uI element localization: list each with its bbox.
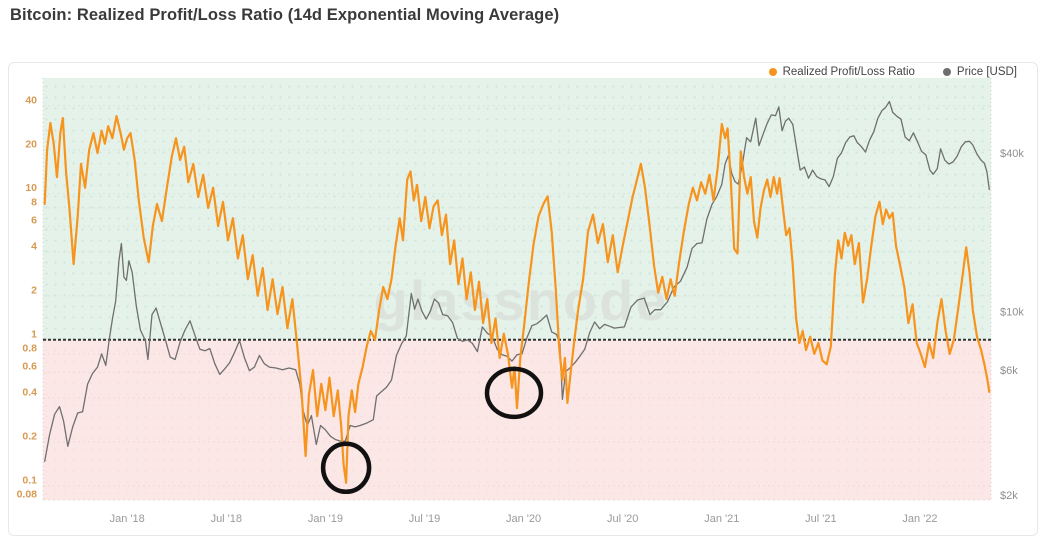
x-axis-tick-label: Jan '22 <box>902 513 937 525</box>
x-axis-tick-label: Jan '19 <box>308 513 343 525</box>
ratio-axis-tick-label: 2 <box>31 284 37 296</box>
ratio-axis-tick-label: 20 <box>25 138 37 150</box>
ratio-line <box>43 115 991 484</box>
x-axis-tick-label: Jul '20 <box>607 513 638 525</box>
ratio-axis-tick-label: 8 <box>31 196 37 208</box>
price-legend-dot-icon <box>942 68 951 76</box>
chart-legend: Realized Profit/Loss Ratio Price [USD] <box>768 66 1017 78</box>
glassnode-watermark: glassnode <box>374 269 669 332</box>
price-axis-tick-label: $40k <box>1000 148 1024 160</box>
chart-card: Realized Profit/Loss Ratio Price [USD] 4… <box>8 62 1038 536</box>
ratio-axis-tick-label: 6 <box>31 215 37 227</box>
ratio-axis-tick-label: 1 <box>31 328 37 340</box>
x-axis-tick-label: Jan '20 <box>506 513 541 525</box>
price-axis-tick-label: $6k <box>1000 365 1018 377</box>
page-title: Bitcoin: Realized Profit/Loss Ratio (14d… <box>10 6 560 24</box>
legend-item-price[interactable]: Price [USD] <box>942 66 1017 78</box>
ratio-axis-tick-label: 0.8 <box>22 342 37 354</box>
ratio-legend-dot-icon <box>768 68 777 76</box>
x-axis-tick-label: Jul '19 <box>409 513 440 525</box>
x-axis-tick-label: Jan '18 <box>110 513 145 525</box>
x-axis-tick-label: Jul '18 <box>211 513 242 525</box>
ratio-axis-tick-label: 0.2 <box>22 430 37 442</box>
chart-canvas: 40 20 10 8 6 4 2 1 0.8 0.6 0.4 0.2 0.1 0.08 glassnode $… <box>17 78 1024 525</box>
ratio-axis-tick-label: 10 <box>25 182 37 194</box>
legend-item-ratio[interactable]: Realized Profit/Loss Ratio <box>768 66 915 78</box>
legend-item-label: Realized Profit/Loss Ratio <box>782 66 915 78</box>
price-line <box>44 100 990 462</box>
price-axis-tick-label: $10k <box>1000 306 1024 318</box>
price-axis-tick-label: $2k <box>1000 490 1018 502</box>
annotation-circle-1 <box>320 441 372 495</box>
ratio-axis-tick-label: 0.08 <box>17 489 38 501</box>
ratio-axis-tick-label: 0.4 <box>22 386 37 398</box>
ratio-axis-tick-label: 0.1 <box>22 474 37 486</box>
ratio-axis-tick-label: 4 <box>31 240 37 252</box>
x-axis-tick-label: Jan '21 <box>704 513 739 525</box>
x-axis-tick-label: Jul '21 <box>805 513 836 525</box>
legend-item-label: Price [USD] <box>956 66 1017 78</box>
ratio-axis-tick-label: 40 <box>25 94 37 106</box>
annotation-circle-2 <box>484 366 544 420</box>
ratio-axis-tick-label: 0.6 <box>22 361 37 373</box>
